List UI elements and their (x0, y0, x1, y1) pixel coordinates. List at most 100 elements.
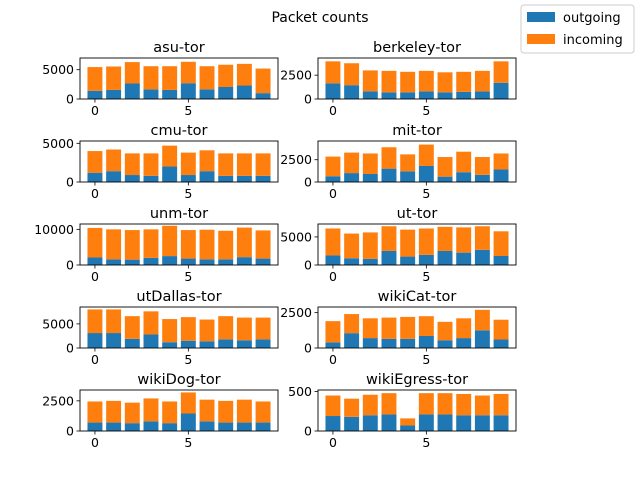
bar-outgoing-2 (124, 423, 140, 431)
bar-outgoing-5 (180, 258, 196, 265)
bar-incoming-1 (344, 63, 360, 86)
subplot-mit-tor: 0 2500 0 5 mit-tor (280, 123, 517, 201)
bar-incoming-7 (456, 227, 472, 253)
subplot-title: wikiDog-tor (137, 372, 220, 388)
x-tick-label: 0 (91, 435, 99, 450)
bar-incoming-6 (199, 319, 215, 342)
bar-outgoing-4 (400, 425, 416, 431)
bar-outgoing-3 (143, 421, 159, 431)
bar-incoming-8 (236, 63, 252, 86)
bar-incoming-1 (106, 400, 122, 423)
bar-incoming-2 (124, 62, 140, 84)
bar-incoming-2 (362, 70, 378, 92)
bar-incoming-6 (199, 229, 215, 260)
bar-incoming-0 (325, 61, 341, 84)
bar-outgoing-7 (218, 175, 234, 182)
bar-incoming-1 (106, 309, 122, 334)
bar-incoming-0 (87, 401, 103, 423)
bar-outgoing-1 (344, 333, 360, 348)
x-tick-label: 5 (184, 352, 192, 367)
bar-incoming-7 (218, 400, 234, 423)
bar-incoming-0 (325, 321, 341, 343)
bar-incoming-8 (236, 317, 252, 341)
bar-outgoing-5 (418, 165, 434, 182)
bar-incoming-8 (474, 70, 490, 92)
bar-incoming-4 (162, 225, 178, 257)
bar-outgoing-6 (199, 171, 215, 182)
axes-frame (79, 223, 279, 266)
bar-incoming-4 (400, 418, 416, 426)
bar-incoming-0 (87, 67, 103, 91)
bar-incoming-5 (418, 228, 434, 255)
y-tick-label: 2500 (280, 152, 312, 167)
bar-outgoing-6 (437, 250, 453, 265)
bar-incoming-0 (87, 227, 103, 258)
bar-incoming-3 (143, 66, 159, 90)
bar-outgoing-9 (493, 339, 509, 348)
y-tick-label: 0 (304, 258, 312, 273)
subplot-utdallas-tor: 0 5000 0 5 utDallas-tor (42, 289, 279, 367)
x-tick-label: 0 (91, 352, 99, 367)
bar-incoming-5 (418, 393, 434, 415)
bar-incoming-9 (255, 153, 271, 176)
bar-outgoing-0 (87, 422, 103, 431)
bar-outgoing-7 (218, 259, 234, 265)
bar-incoming-6 (437, 157, 453, 177)
bar-outgoing-1 (344, 173, 360, 182)
bar-outgoing-8 (236, 257, 252, 265)
subplot-title: asu-tor (153, 40, 204, 56)
y-tick-label: 2500 (42, 393, 74, 408)
x-tick-label: 0 (91, 186, 99, 201)
bar-incoming-8 (474, 395, 490, 416)
bar-outgoing-8 (236, 422, 252, 431)
bar-incoming-9 (493, 393, 509, 416)
bar-outgoing-9 (255, 422, 271, 431)
y-tick-label: 0 (304, 341, 312, 356)
bar-incoming-7 (456, 71, 472, 92)
subplot-title: cmu-tor (150, 123, 207, 139)
bar-outgoing-4 (162, 342, 178, 348)
subplot-title: wikiCat-tor (378, 289, 457, 305)
bar-incoming-7 (218, 153, 234, 176)
axes-frame (317, 57, 517, 100)
bar-incoming-0 (325, 228, 341, 256)
subplot-title: berkeley-tor (373, 40, 461, 56)
x-tick-label: 0 (329, 186, 337, 201)
bar-outgoing-5 (180, 175, 196, 182)
bar-outgoing-3 (381, 414, 397, 431)
bar-incoming-6 (199, 399, 215, 422)
bar-outgoing-3 (143, 257, 159, 265)
y-tick-label: 0 (66, 341, 74, 356)
subplot-wikiegress-tor: 0 500 0 5 wikiEgress-tor (288, 372, 517, 450)
bar-outgoing-0 (325, 342, 341, 348)
bar-outgoing-4 (400, 92, 416, 99)
bar-incoming-9 (255, 68, 271, 94)
bar-incoming-4 (162, 319, 178, 343)
bar-incoming-2 (124, 402, 140, 424)
bar-incoming-6 (437, 226, 453, 251)
bar-incoming-6 (437, 72, 453, 93)
bar-outgoing-4 (400, 256, 416, 265)
y-tick-label: 5000 (42, 62, 74, 77)
bar-outgoing-4 (400, 338, 416, 348)
bar-incoming-9 (493, 61, 509, 83)
bar-outgoing-2 (124, 338, 140, 348)
bar-outgoing-5 (180, 340, 196, 348)
y-tick-label: 0 (66, 258, 74, 273)
bar-incoming-4 (162, 145, 178, 167)
bar-incoming-1 (106, 66, 122, 90)
bar-incoming-5 (180, 152, 196, 176)
bar-incoming-9 (255, 230, 271, 259)
bar-outgoing-4 (400, 171, 416, 182)
y-tick-label: 5000 (42, 316, 74, 331)
bar-incoming-7 (456, 151, 472, 173)
subplot-title: ut-tor (397, 206, 438, 222)
x-tick-label: 0 (329, 103, 337, 118)
bar-outgoing-9 (493, 256, 509, 265)
bar-incoming-7 (218, 316, 234, 340)
bar-outgoing-9 (493, 415, 509, 431)
x-tick-label: 5 (184, 186, 192, 201)
y-tick-label: 5000 (280, 229, 312, 244)
bar-incoming-4 (400, 71, 416, 93)
subplot-title: utDallas-tor (136, 289, 221, 305)
